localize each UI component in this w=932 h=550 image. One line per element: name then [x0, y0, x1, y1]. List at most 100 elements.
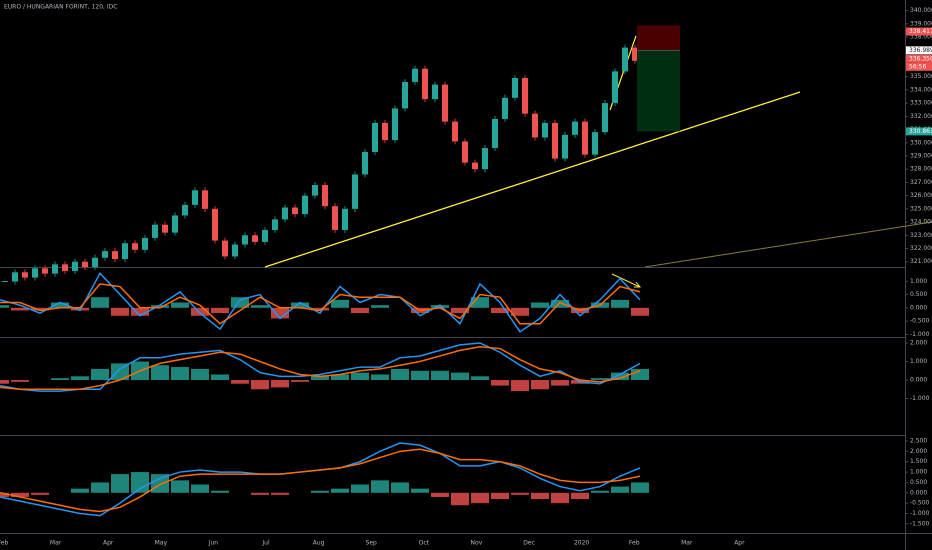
candle [332, 206, 338, 230]
y-tick-label: 324.000 [910, 219, 932, 226]
x-tick-label: Mar [681, 540, 693, 547]
candle [242, 235, 248, 245]
candle [152, 224, 158, 238]
x-tick-label: Mar [50, 540, 62, 547]
candle [2, 281, 8, 283]
histogram-bar [71, 488, 89, 493]
indicator-line [0, 345, 641, 391]
candle [362, 152, 368, 175]
trend-line [644, 221, 932, 268]
candle [232, 244, 238, 257]
candle [102, 251, 108, 258]
histogram-bar [11, 380, 29, 382]
y-tick-label: 335.000 [910, 73, 932, 80]
candle [382, 122, 388, 141]
histogram-bar [551, 492, 569, 504]
candle [122, 243, 128, 260]
price-tag-label: 330.861 [909, 128, 932, 135]
price-tag-label: 336.350 [909, 55, 932, 62]
histogram-bar [511, 492, 529, 495]
y-tick-label: 2.000 [910, 339, 927, 346]
histogram-bar [511, 380, 529, 392]
y-tick-label: 0.500 [910, 479, 927, 486]
candle [372, 122, 378, 153]
y-tick-label: 330.000 [910, 139, 932, 146]
histogram-bar [251, 305, 269, 308]
histogram-bar [311, 376, 329, 381]
histogram-bar [371, 374, 389, 381]
histogram-bar [0, 492, 9, 497]
histogram-bar [71, 376, 89, 381]
histogram-bar [531, 492, 549, 500]
histogram-bar [411, 488, 429, 493]
histogram-bar [211, 307, 229, 314]
histogram-bar [91, 297, 109, 308]
histogram-bar [611, 486, 629, 493]
candle [622, 47, 628, 72]
candle [202, 190, 208, 209]
candle [252, 235, 258, 242]
histogram-bar [411, 370, 429, 381]
histogram-bar [211, 374, 229, 381]
price-tag [906, 127, 932, 136]
histogram-bar [431, 305, 449, 308]
y-tick-label: 333.000 [910, 100, 932, 107]
candle [522, 77, 528, 114]
histogram-bar [451, 307, 469, 314]
histogram-bar [11, 492, 29, 497]
histogram-bar [131, 307, 149, 316]
candle [502, 97, 508, 119]
candle [82, 261, 88, 267]
candle [492, 118, 498, 149]
target-zone [637, 50, 680, 132]
candle [22, 272, 28, 278]
candle [312, 185, 318, 196]
chart-title: EURO / HUNGARIAN FORINT, 120, IDC [4, 4, 117, 11]
x-tick-label: Jul [261, 540, 270, 547]
histogram-bar [91, 482, 109, 493]
histogram-bar [351, 484, 369, 493]
countdown-bg [906, 62, 932, 71]
histogram-bar [631, 307, 649, 316]
histogram-bar [331, 488, 349, 493]
histogram-bar [391, 368, 409, 381]
arrow [611, 273, 642, 288]
x-tick-label: Jun [208, 540, 219, 547]
y-tick-label: 0.000 [910, 489, 927, 496]
price-tag-label: 338.417 [909, 28, 932, 35]
y-tick-label: 0.000 [910, 304, 927, 311]
y-tick-label: 0.000 [910, 377, 927, 384]
candle [542, 122, 548, 138]
candle [162, 224, 168, 233]
y-tick-label: 1.000 [910, 358, 927, 365]
candle [132, 243, 138, 250]
candle [402, 81, 408, 109]
histogram-bar [251, 492, 269, 495]
candle [292, 207, 298, 215]
histogram-bar [191, 484, 209, 493]
histogram-bar [451, 372, 469, 381]
histogram-bar [291, 380, 309, 382]
histogram-bar [311, 490, 329, 493]
candle [482, 148, 488, 170]
histogram-bar [111, 474, 129, 493]
x-tick-label: Nov [471, 540, 483, 547]
y-tick-label: 329.000 [910, 152, 932, 159]
y-tick-label: 323.000 [910, 232, 932, 239]
histogram-bar [151, 305, 169, 308]
candle [442, 84, 448, 122]
x-tick-label: Dec [523, 540, 535, 547]
candle [352, 174, 358, 209]
candle [222, 240, 228, 257]
histogram-bar [111, 307, 129, 316]
candle [462, 141, 468, 163]
histogram-bar [611, 372, 629, 381]
histogram-bar [551, 299, 569, 308]
histogram-bar [191, 307, 209, 316]
histogram-bar [51, 302, 69, 308]
candle [632, 47, 638, 61]
candle [92, 257, 98, 267]
